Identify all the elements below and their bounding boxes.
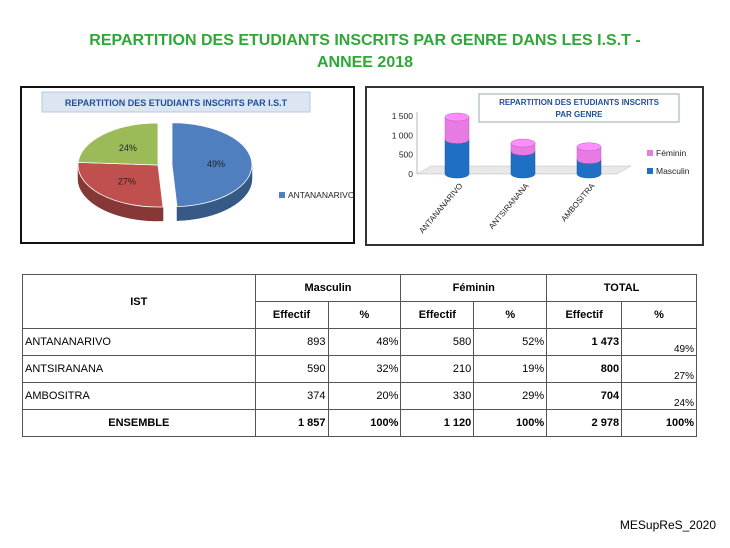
pie-slice-antananarivo: [171, 122, 253, 208]
bar-y-tick-label: 500: [399, 150, 413, 160]
cell-t-eff: 800: [546, 355, 623, 383]
pie-data-label: 27%: [118, 176, 136, 186]
cell-t-eff: 704: [546, 382, 623, 410]
cell-ist-total: ENSEMBLE: [22, 409, 256, 437]
bar-legend-swatch-masculin: [647, 168, 653, 174]
bar-chart-panel: 0 500 1 000 1 500 REPARTITION DES ETUDIANTS …: [365, 86, 704, 246]
bar-masculin-0: [444, 139, 470, 179]
pie-chart-panel: REPARTITION DES ETUDIANTS INSCRITS PAR I…: [20, 86, 355, 244]
cell-t-pct: 49%: [621, 328, 697, 356]
bar-cap-féminin-2: [576, 142, 602, 152]
pie-legend-label: ANTANANARIVO: [288, 190, 353, 200]
bar-y-tick-label: 1 500: [392, 111, 414, 121]
page-title-line2: ANNEE 2018: [316, 54, 414, 71]
data-table: IST Masculin Féminin TOTAL Effectif % Ef…: [22, 274, 697, 437]
subheader-pct-total: %: [621, 301, 697, 329]
pie-legend-swatch: [279, 192, 285, 198]
bar-legend-label-féminin: Féminin: [656, 148, 687, 158]
cell-t-pct: 27%: [621, 355, 697, 383]
table-row: ANTANANARIVO 893 48% 580 52% 1 473 49%: [22, 328, 697, 356]
bar-cap-féminin-1: [510, 138, 536, 148]
cell-f-eff: 330: [400, 382, 475, 410]
cell-m-eff: 893: [254, 328, 329, 356]
cell-t-pct-total: 100%: [621, 409, 697, 437]
bar-y-tick-label: 1 000: [392, 130, 414, 140]
header-ist: IST: [22, 274, 256, 329]
cell-t-eff-total: 2 978: [546, 409, 623, 437]
bar-category-label: AMBOSITRA: [559, 181, 597, 223]
bar-cap-féminin-0: [444, 112, 470, 122]
cell-f-eff: 210: [400, 355, 475, 383]
pie-data-label: 24%: [119, 143, 137, 153]
pie-data-label: 49%: [207, 159, 225, 169]
cell-m-pct: 20%: [327, 382, 402, 410]
header-masculin: Masculin: [254, 274, 402, 302]
pie-slice-antsiranana: [77, 161, 164, 208]
bar-y-tick-label: 0: [408, 169, 413, 179]
cell-m-eff: 374: [254, 382, 329, 410]
page-title-line1: REPARTITION DES ETUDIANTS INSCRITS PAR G…: [89, 32, 641, 49]
cell-m-eff-total: 1 857: [254, 409, 329, 437]
footer-source: MESupReS_2020: [619, 518, 716, 532]
cell-ist: ANTANANARIVO: [22, 328, 256, 356]
table-row: AMBOSITRA 374 20% 330 29% 704 24%: [22, 382, 697, 410]
cell-f-pct: 19%: [473, 355, 548, 383]
subheader-effectif-masc: Effectif: [254, 301, 329, 329]
subheader-effectif-fem: Effectif: [400, 301, 475, 329]
cell-m-eff: 590: [254, 355, 329, 383]
cell-t-pct: 24%: [621, 382, 697, 410]
header-feminin: Féminin: [400, 274, 548, 302]
bar-legend-label-masculin: Masculin: [656, 166, 690, 176]
table-total-row: ENSEMBLE 1 857 100% 1 120 100% 2 978 100…: [22, 409, 697, 437]
cell-t-eff: 1 473: [546, 328, 623, 356]
pie-chart: REPARTITION DES ETUDIANTS INSCRITS PAR I…: [41, 91, 353, 222]
header-total: TOTAL: [546, 274, 697, 302]
bar-title-line1: REPARTITION DES ETUDIANTS INSCRITS: [499, 98, 660, 107]
bar-category-label: ANTANANARIVO: [417, 182, 464, 236]
table-row: ANTSIRANANA 590 32% 210 19% 800 27%: [22, 355, 697, 383]
bar-title-line2: PAR GENRE: [556, 110, 604, 119]
cell-f-pct-total: 100%: [473, 409, 548, 437]
cell-m-pct: 48%: [327, 328, 402, 356]
cell-f-pct: 29%: [473, 382, 548, 410]
cell-m-pct: 32%: [327, 355, 402, 383]
bar-chart: 0 500 1 000 1 500 REPARTITION DES ETUDIANTS …: [392, 93, 690, 236]
cell-f-pct: 52%: [473, 328, 548, 356]
cell-f-eff-total: 1 120: [400, 409, 475, 437]
pie-title: REPARTITION DES ETUDIANTS INSCRITS PAR I…: [65, 98, 288, 108]
pie-slice-ambositra: [77, 122, 159, 166]
bar-category-label: ANTSIRANANA: [487, 181, 531, 231]
cell-m-pct-total: 100%: [327, 409, 402, 437]
cell-ist: AMBOSITRA: [22, 382, 256, 410]
cell-f-eff: 580: [400, 328, 475, 356]
bar-legend-swatch-féminin: [647, 150, 653, 156]
pie-title-box: [41, 91, 311, 113]
subheader-pct-masc: %: [327, 301, 402, 329]
subheader-effectif-total: Effectif: [546, 301, 623, 329]
subheader-pct-fem: %: [473, 301, 548, 329]
cell-ist: ANTSIRANANA: [22, 355, 256, 383]
bar-title-box: [478, 93, 680, 123]
